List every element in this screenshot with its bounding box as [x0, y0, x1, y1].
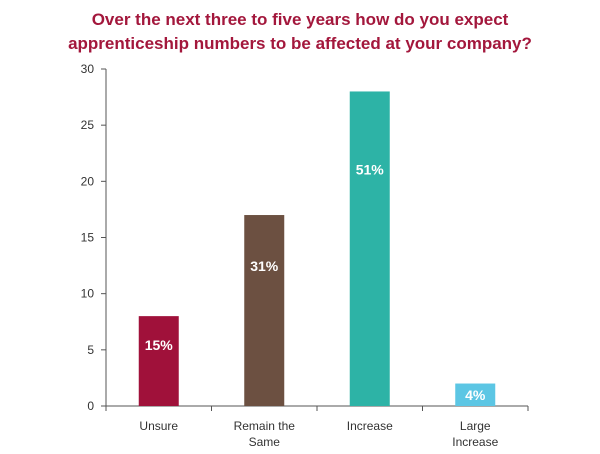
category-label-line: Remain the	[234, 419, 296, 433]
chart-title-line-2: apprenticeship numbers to be affected at…	[68, 34, 532, 53]
category-label-line: Large	[460, 419, 491, 433]
category-label-line: Same	[249, 435, 281, 449]
y-tick-label: 25	[81, 118, 95, 132]
y-tick-label: 30	[81, 62, 95, 76]
category-label: Increase	[347, 419, 393, 433]
y-tick-label: 15	[81, 231, 95, 245]
data-label: 31%	[250, 258, 279, 274]
data-label: 15%	[145, 337, 174, 353]
category-label: Unsure	[139, 419, 178, 433]
category-label-line: Unsure	[139, 419, 178, 433]
bar	[349, 91, 390, 406]
category-label: Large Increase	[452, 419, 498, 449]
bar	[138, 316, 179, 406]
category-label: Remain the Same	[234, 419, 296, 449]
y-tick-label: 10	[81, 287, 95, 301]
bar	[244, 215, 285, 406]
y-tick-label: 0	[87, 399, 94, 413]
chart-title: Over the next three to five years how do…	[0, 8, 600, 56]
data-label: 51%	[356, 162, 385, 178]
bar	[455, 383, 496, 406]
category-label-line: Increase	[347, 419, 393, 433]
data-label: 4%	[465, 387, 486, 403]
category-label-line: Increase	[452, 435, 498, 449]
y-tick-label: 5	[87, 343, 94, 357]
y-tick-label: 20	[81, 174, 95, 188]
chart-title-line-1: Over the next three to five years how do…	[91, 10, 509, 29]
